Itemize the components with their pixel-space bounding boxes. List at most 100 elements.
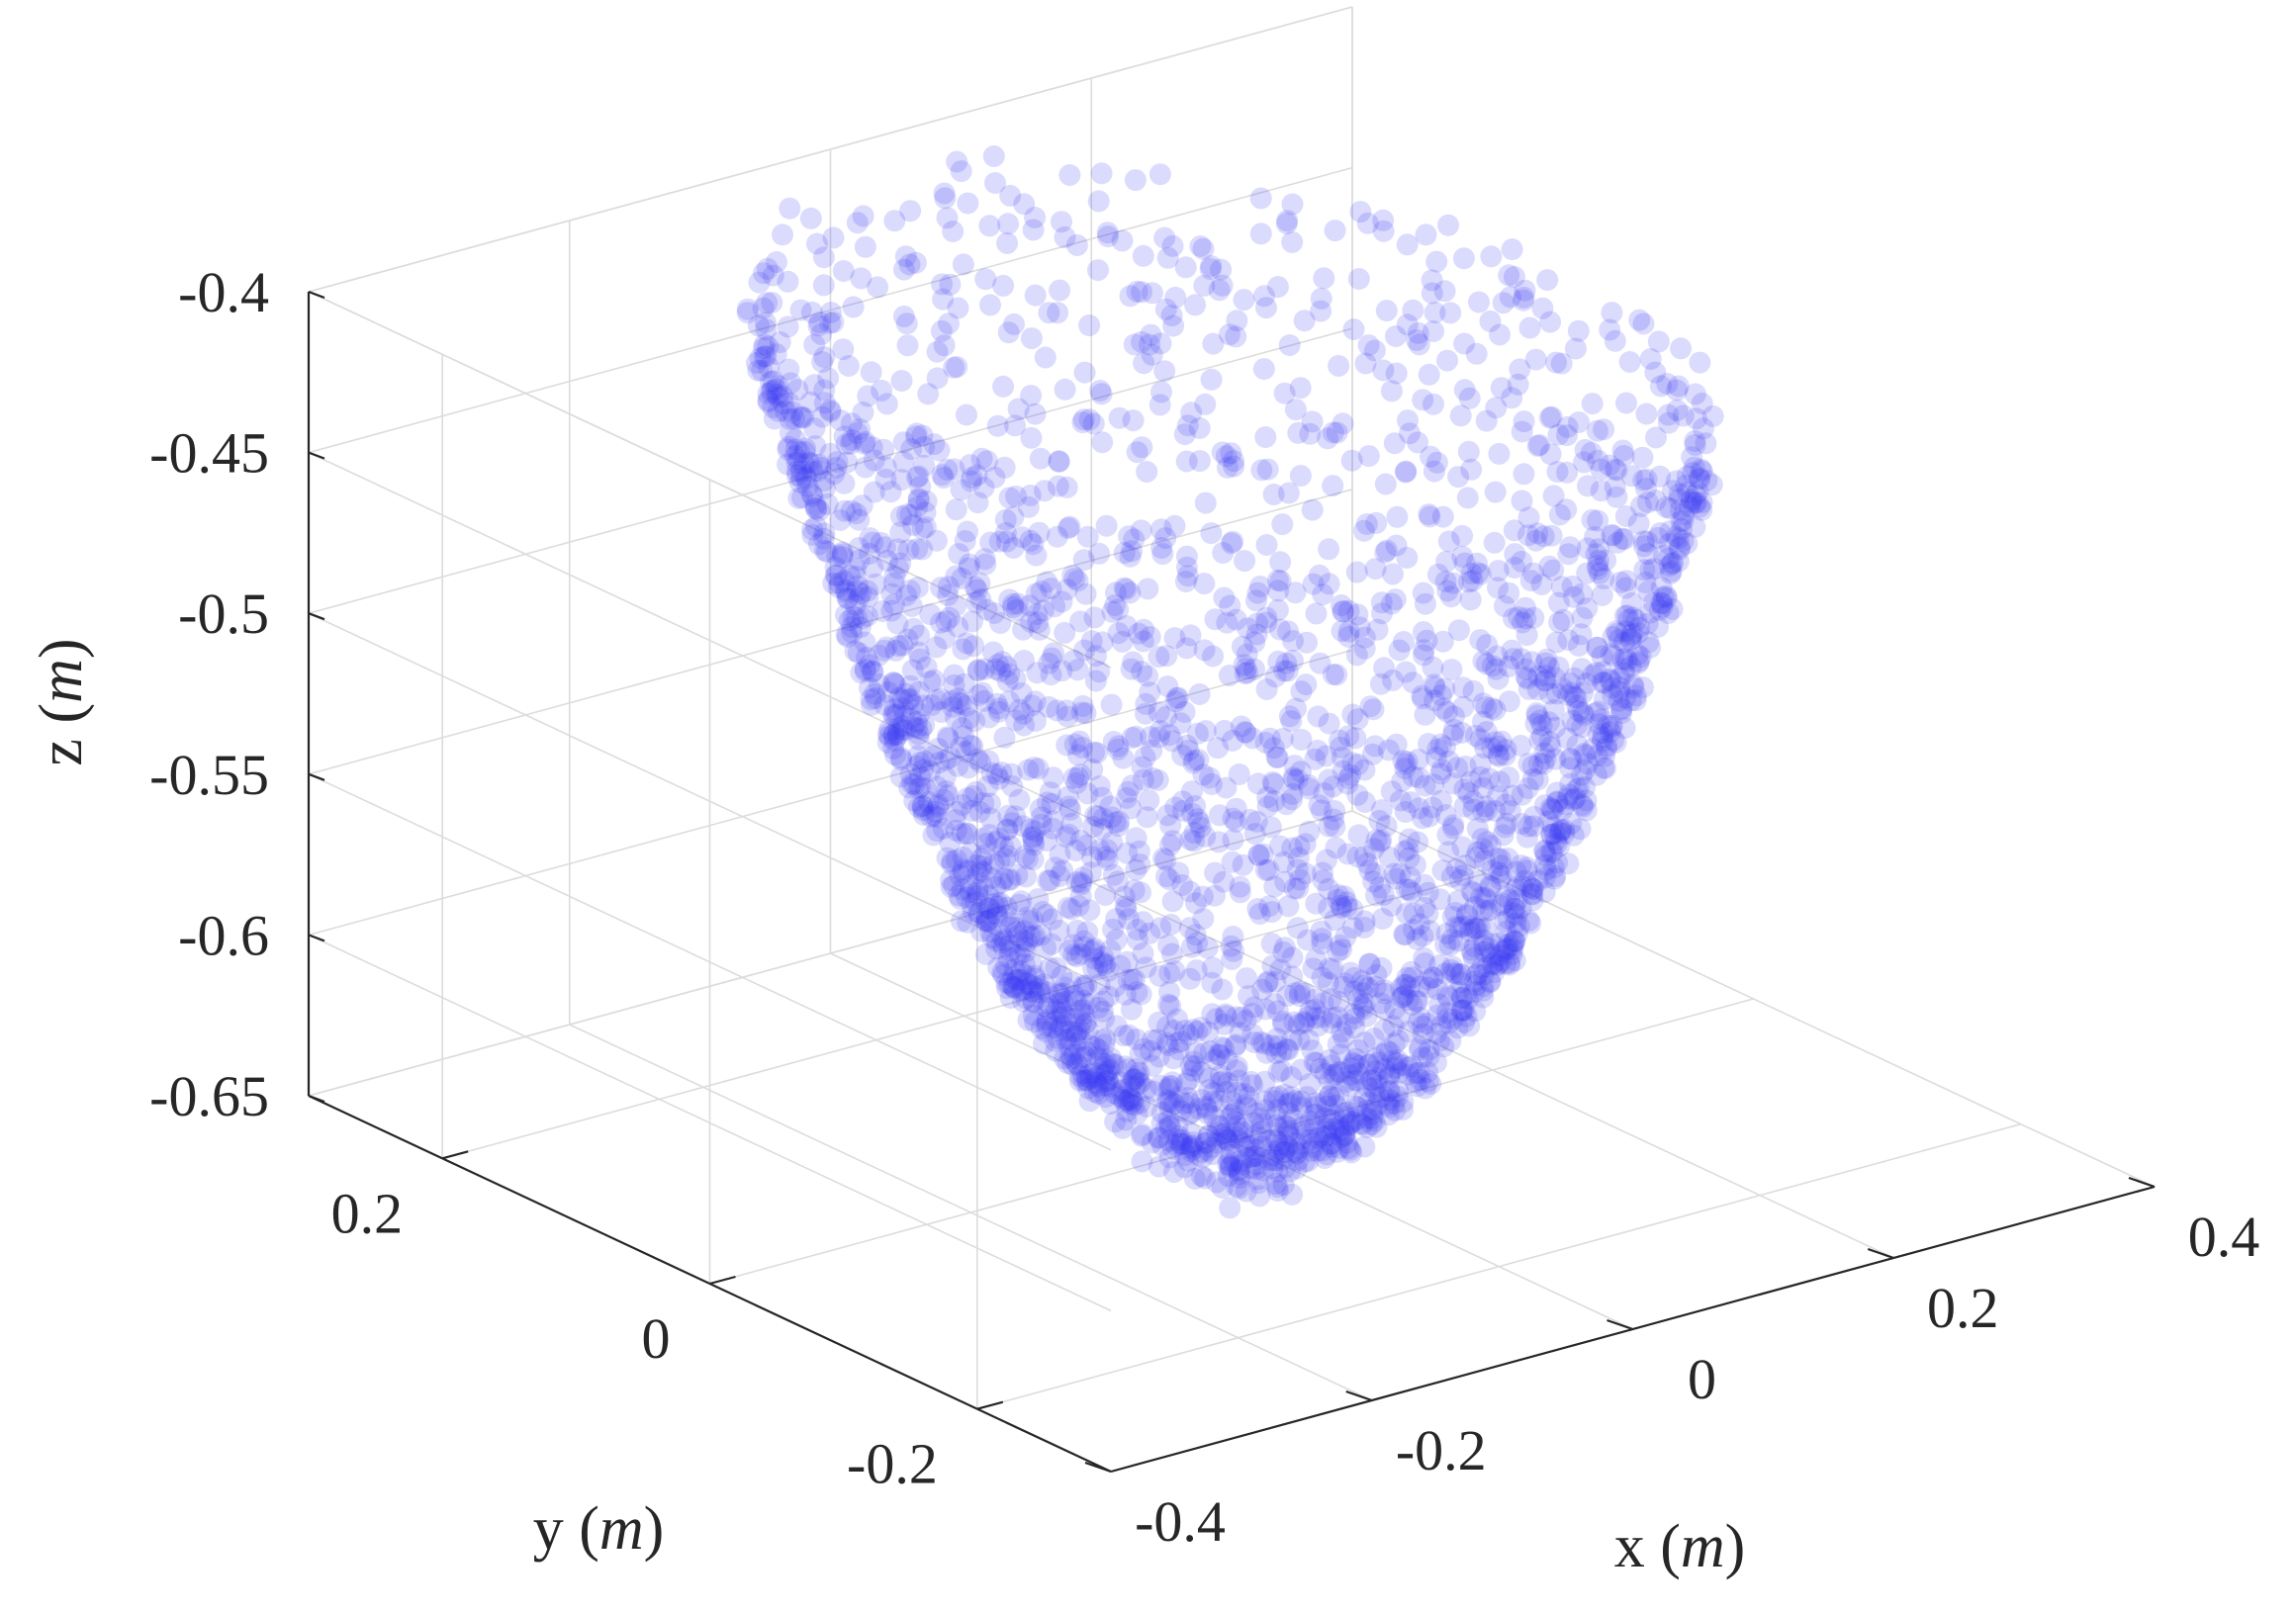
scatter-point: [1266, 1139, 1289, 1162]
scatter-point: [1498, 889, 1520, 911]
scatter-point: [1233, 654, 1255, 676]
scatter-point: [1262, 772, 1285, 795]
scatter-point: [1612, 445, 1635, 467]
scatter-point: [1388, 639, 1411, 662]
scatter-point: [1400, 791, 1423, 814]
scatter-point: [1176, 734, 1199, 757]
scatter-point: [1670, 337, 1693, 360]
scatter-point: [1492, 892, 1515, 915]
scatter-point: [1119, 545, 1142, 568]
scatter-point: [1353, 992, 1376, 1015]
scatter-point: [1268, 835, 1291, 857]
scatter-point: [1096, 222, 1119, 244]
scatter-point: [1312, 992, 1334, 1015]
scatter-point: [1095, 514, 1118, 537]
scatter-point: [1655, 584, 1678, 607]
scatter-point: [1541, 816, 1564, 839]
scatter-point: [1285, 1132, 1307, 1154]
scatter-point: [1036, 1015, 1058, 1037]
scatter-point: [1229, 875, 1251, 898]
scatter-point: [1104, 975, 1127, 998]
scatter-point: [1480, 245, 1503, 268]
scatter-point: [1063, 567, 1086, 589]
x-tick: [1607, 1318, 1633, 1331]
scatter-point: [790, 406, 813, 429]
scatter-point: [1287, 421, 1310, 444]
scatter-point: [1225, 810, 1247, 833]
scatter-point: [1105, 929, 1128, 951]
scatter-point: [1320, 1012, 1342, 1034]
scatter-point: [1469, 728, 1492, 751]
scatter-point: [966, 660, 989, 682]
scatter-point: [1542, 485, 1565, 507]
scatter-point: [1055, 826, 1077, 849]
z-tick: [308, 451, 325, 460]
scatter-point: [1313, 782, 1335, 805]
scatter-point: [1226, 1175, 1248, 1198]
scatter-point: [876, 723, 899, 746]
scatter-point: [943, 673, 965, 696]
scatter-point: [1076, 782, 1099, 805]
scatter-point: [1683, 456, 1705, 479]
scatter-point: [1585, 662, 1607, 684]
scatter-point: [1196, 1103, 1219, 1124]
scatter-point: [1139, 922, 1161, 944]
scatter-point: [1581, 508, 1604, 531]
scatter-point: [1189, 235, 1212, 257]
scatter-point: [1476, 831, 1499, 853]
scatter-point: [1115, 1109, 1138, 1131]
scatter-point: [814, 477, 836, 499]
scatter-point: [814, 539, 836, 562]
scatter-point: [1453, 552, 1476, 575]
scatter-point: [1002, 593, 1025, 615]
scatter-point: [947, 615, 969, 638]
scatter-point: [804, 493, 827, 516]
scatter-point: [1078, 1034, 1101, 1056]
scatter-point: [1198, 766, 1221, 789]
scatter-point: [892, 431, 915, 454]
scatter-point: [1273, 382, 1296, 404]
scatter-point: [778, 392, 800, 414]
scatter-point: [1215, 776, 1238, 799]
scatter-point: [1264, 1173, 1287, 1195]
scatter-point: [1367, 1051, 1390, 1074]
scatter-point: [1312, 583, 1334, 606]
scatter-point: [977, 897, 1000, 920]
scatter-point: [1581, 393, 1604, 415]
scatter-point: [1252, 358, 1275, 381]
scatter-point: [1021, 980, 1043, 1003]
scatter-point: [1536, 269, 1559, 292]
scatter-point: [930, 577, 953, 599]
scatter-point: [1025, 544, 1048, 567]
scatter-point: [1212, 542, 1235, 564]
scatter-point: [1243, 823, 1266, 846]
scatter-point: [1344, 1047, 1367, 1070]
scatter-point: [1373, 982, 1396, 1005]
scatter-point: [1376, 1093, 1399, 1116]
scatter-point: [1336, 843, 1359, 865]
scatter-point: [1120, 658, 1143, 680]
scatter-point: [1417, 976, 1439, 999]
scatter-point: [1328, 354, 1350, 377]
scatter-point: [1072, 930, 1095, 952]
scatter-point: [950, 693, 972, 716]
scatter-point: [1289, 1117, 1312, 1139]
scatter-point: [1435, 922, 1458, 944]
scatter-point: [927, 738, 950, 760]
scatter-point: [1276, 1116, 1299, 1138]
scatter-point: [1455, 903, 1478, 926]
scatter-point: [1471, 828, 1494, 851]
scatter-point: [1481, 859, 1504, 881]
scatter-point: [1084, 804, 1107, 827]
scatter-point: [1452, 247, 1475, 270]
scatter-point: [1521, 883, 1544, 906]
scatter-point: [1556, 461, 1579, 484]
scatter-point: [902, 715, 925, 738]
scatter-point: [1094, 846, 1117, 868]
scatter-point: [948, 691, 970, 714]
scatter-point: [757, 335, 780, 358]
scatter-point: [1236, 967, 1258, 990]
scatter-point: [1550, 576, 1573, 598]
scatter-point: [1099, 795, 1122, 818]
scatter-point: [1185, 959, 1208, 982]
